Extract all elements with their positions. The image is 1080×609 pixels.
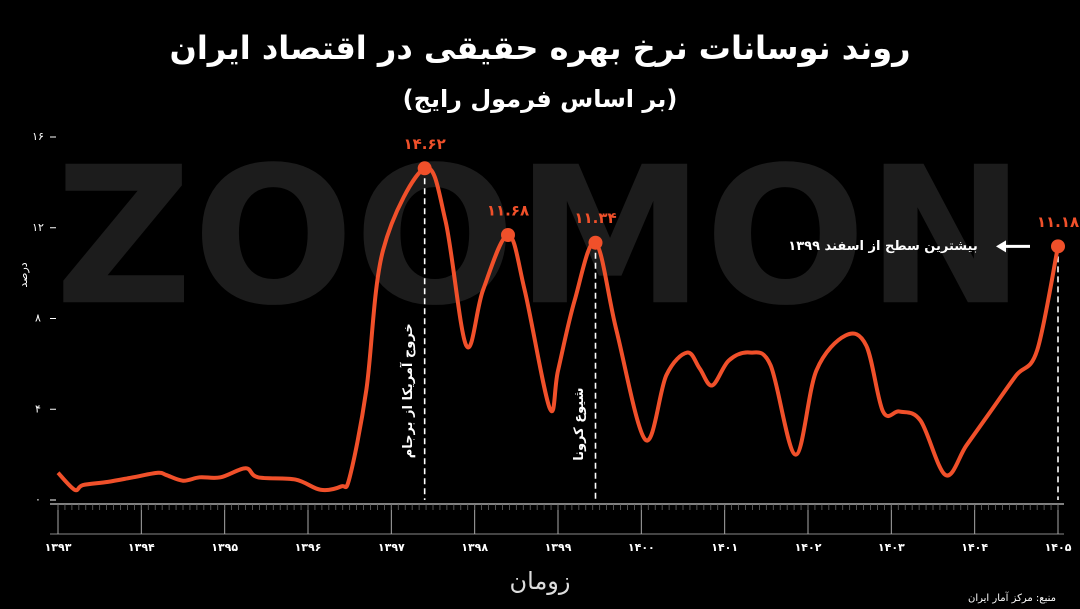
- x-tick-label: ۱۴۰۰: [628, 541, 655, 554]
- y-tick-label: ۱۶: [32, 130, 44, 143]
- x-tick-label: ۱۴۰۴: [961, 541, 988, 554]
- value-label: ۱۱.۶۸: [487, 202, 529, 220]
- y-tick-label: ۸: [35, 312, 41, 325]
- chart-title: روند نوسانات نرخ بهره حقیقی در اقتصاد ای…: [170, 29, 911, 67]
- y-tick-label: ۴: [35, 402, 41, 415]
- y-tick-label: ۱۲: [32, 221, 44, 234]
- annotation-text: شیوع کرونا: [572, 388, 587, 461]
- annotation-text: بیشترین سطح از اسفند ۱۳۹۹: [788, 239, 977, 254]
- x-tick-label: ۱۳۹۶: [295, 541, 322, 554]
- data-point: [417, 161, 432, 176]
- x-tick-label: ۱۴۰۲: [795, 541, 822, 554]
- x-tick-label: ۱۳۹۸: [461, 541, 488, 554]
- chart-subtitle: (بر اساس فرمول رایج): [403, 85, 678, 113]
- x-tick-label: ۱۳۹۳: [45, 541, 72, 554]
- x-tick-label: ۱۳۹۴: [128, 541, 155, 554]
- data-point: [1051, 239, 1065, 254]
- value-label: ۱۴.۶۲: [404, 135, 446, 153]
- x-tick-label: ۱۴۰۳: [878, 541, 905, 554]
- data-point: [501, 228, 515, 243]
- x-tick-label: ۱۴۰۱: [711, 541, 738, 554]
- data-point: [588, 235, 603, 250]
- x-tick-label: ۱۴۰۵: [1045, 541, 1072, 554]
- source: منبع: مرکز آمار ایران: [968, 591, 1056, 604]
- y-axis-label: درصد: [17, 262, 30, 287]
- x-tick-label: ۱۳۹۷: [378, 541, 405, 554]
- x-tick-label: ۱۳۹۵: [211, 541, 238, 554]
- value-label: ۱۱.۱۸: [1037, 213, 1079, 231]
- value-label: ۱۱.۳۴: [574, 209, 616, 227]
- x-tick-label: ۱۳۹۹: [545, 541, 572, 554]
- data-line: [56, 165, 1060, 493]
- y-tick-label: ۰: [35, 493, 41, 506]
- watermark: ZOOMON: [55, 126, 1025, 347]
- logo: زومان: [510, 567, 571, 595]
- annotation-text: خروج آمریکا از برجام: [399, 323, 416, 458]
- annotation-arrowhead: [996, 240, 1006, 253]
